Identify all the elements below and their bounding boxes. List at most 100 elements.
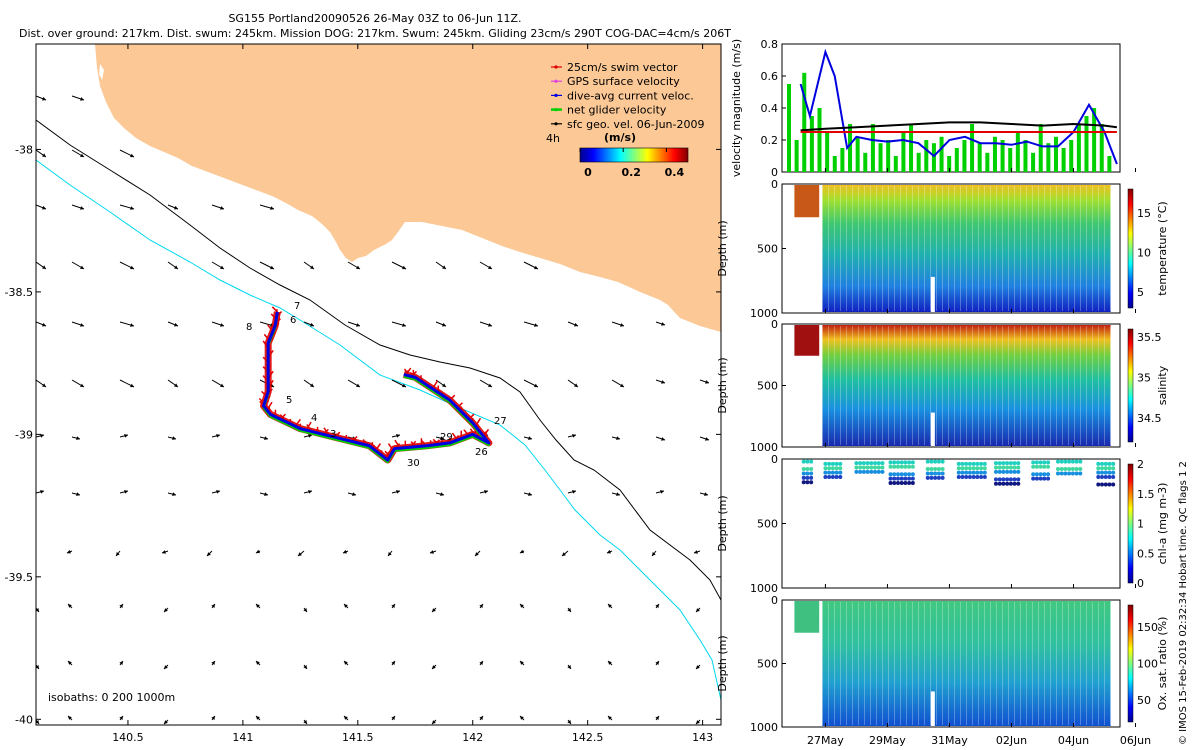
chl-a-sample	[1063, 459, 1068, 464]
chl-a-sample	[960, 466, 965, 471]
chl-a-sample	[869, 469, 874, 474]
chl-a-sample	[805, 467, 810, 472]
net-velocity-bar	[924, 140, 929, 172]
chl-a-sample	[993, 461, 998, 466]
chl-a-sample	[895, 464, 900, 469]
velocity-arrow	[435, 492, 445, 497]
velocity-arrow	[606, 549, 613, 554]
velocity-arrow	[297, 550, 305, 557]
chl-a-sample	[892, 464, 897, 469]
chl-a-sample	[838, 470, 843, 475]
chl-a-sample	[975, 461, 980, 466]
chl-a-sample	[861, 469, 866, 474]
chl-a-sample	[1074, 459, 1079, 464]
velocity-arrow	[255, 549, 261, 554]
velocity-arrow	[699, 379, 710, 384]
velocity-arrow	[36, 204, 47, 210]
chl-a-sample	[865, 469, 870, 474]
chl-a-sample	[982, 470, 987, 475]
net-velocity-bar	[1023, 140, 1028, 172]
depth-y-tick-label: 0	[771, 318, 778, 331]
chl-a-sample	[925, 459, 930, 464]
velocity-arrow	[119, 149, 135, 158]
velocity-arrow	[211, 433, 221, 438]
chl-a-sample	[827, 475, 832, 480]
velocity-arrow	[119, 660, 124, 666]
chl-a-sample	[903, 480, 908, 485]
chl-a-sample	[1042, 476, 1047, 481]
chl-a-sample	[940, 471, 945, 476]
velocity-arrow	[36, 551, 37, 552]
velocity-arrow	[519, 603, 525, 609]
chl-a-sample	[993, 465, 998, 470]
chl-a-sample	[805, 475, 810, 480]
chl-a-sample	[1100, 475, 1105, 480]
velocity-y-tick-label: 0	[771, 166, 778, 179]
depth-y-tick-label: 0	[771, 178, 778, 191]
chl-a-sample	[1034, 464, 1039, 469]
net-velocity-bar	[901, 132, 906, 172]
land-coastline	[95, 44, 721, 332]
chl-a-sample	[809, 467, 814, 472]
chl-a-sample	[1005, 481, 1010, 486]
map-x-tick-label: 140.5	[112, 731, 144, 744]
chl-a-sample	[1067, 471, 1072, 476]
chl-a-sample	[975, 466, 980, 471]
panel-colorbar-tick-label: 35	[1137, 371, 1151, 384]
chl-a-sample	[1012, 461, 1017, 466]
depth-y-tick-label: 0	[771, 453, 778, 466]
dive-label: 27	[494, 416, 507, 427]
chl-a-sample	[823, 466, 828, 471]
map-axes: 140.5 141 141.5 142 142.5 143 -38 -38.5 -39 -39.5…	[5, 44, 721, 744]
chl-a-sample	[1031, 476, 1036, 481]
velocity-arrow	[435, 436, 445, 441]
velocity-arrow	[479, 660, 484, 666]
chl-a-sample	[929, 471, 934, 476]
chl-a-sample	[1008, 465, 1013, 470]
velocity-arrow	[211, 204, 225, 210]
depth-y-tick-label: 1000	[750, 582, 778, 595]
map-y-tick-label: -39	[15, 428, 33, 441]
chl-a-sample	[834, 475, 839, 480]
chl-a-sample	[899, 476, 904, 481]
chl-a-sample	[964, 466, 969, 471]
net-velocity-bar	[1092, 108, 1097, 172]
chl-a-sample	[1111, 466, 1116, 471]
chl-a-sample	[858, 461, 863, 466]
net-velocity-bar	[947, 156, 952, 172]
chl-a-sample	[960, 470, 965, 475]
chl-a-sample	[907, 464, 912, 469]
chl-a-sample	[960, 475, 965, 480]
lake-feature	[99, 64, 104, 80]
velocity-arrow	[303, 607, 308, 613]
chl-a-sample	[834, 470, 839, 475]
chl-a-sample	[1059, 459, 1064, 464]
depth-panel: 0 500 1000 Depth (m) 34.5 35 35.5 salinity	[716, 318, 1169, 454]
chl-a-sample	[1046, 472, 1051, 477]
velocity-y-tick-label: 0.8	[761, 38, 779, 51]
velocity-arrow	[611, 321, 625, 327]
velocity-arrow	[474, 550, 481, 557]
chl-a-sample	[1078, 471, 1083, 476]
panel-colorbar	[1127, 188, 1134, 309]
net-velocity-bar	[794, 140, 799, 172]
velocity-y-axis-label: velocity magnitude (m/s)	[730, 39, 743, 177]
chl-a-sample	[1046, 464, 1051, 469]
velocity-arrow	[567, 607, 572, 613]
chl-a-sample	[869, 461, 874, 466]
chl-a-sample	[805, 480, 810, 485]
velocity-arrow	[391, 715, 396, 721]
chl-a-sample	[809, 471, 814, 476]
chl-a-sample	[1001, 477, 1006, 482]
chl-a-sample	[1031, 472, 1036, 477]
chl-a-sample	[801, 459, 806, 464]
net-velocity-bar	[802, 72, 807, 172]
net-velocity-bar	[1084, 116, 1089, 172]
velocity-arrow	[71, 379, 85, 388]
chl-a-sample	[854, 461, 859, 466]
net-velocity-bar	[817, 108, 822, 172]
profile-field	[822, 601, 1111, 726]
velocity-arrow	[119, 715, 124, 721]
net-velocity-bar	[1099, 124, 1104, 172]
chl-a-sample	[1070, 467, 1075, 472]
